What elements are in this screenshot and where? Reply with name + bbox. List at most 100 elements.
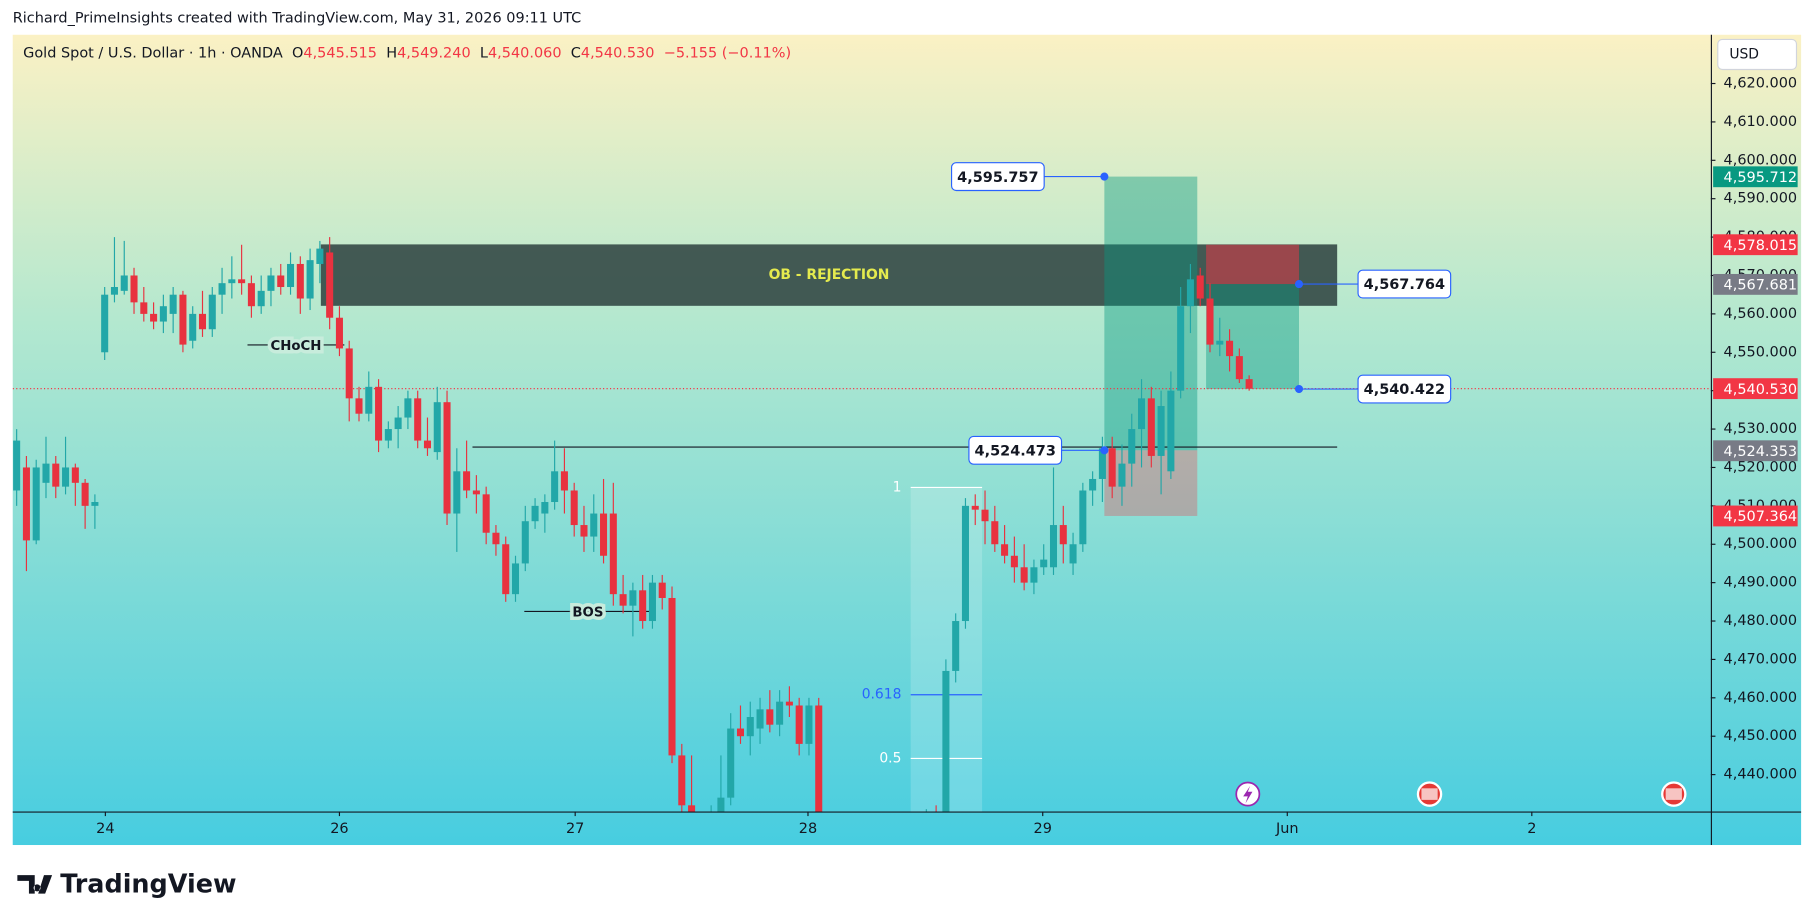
candle-body [658,582,666,598]
attribution: Richard_PrimeInsights created with Tradi… [13,11,581,27]
candle-body [110,287,118,295]
candle-body [609,513,617,595]
candle-body [1206,298,1214,345]
y-tick-label: 4,560.000 [1724,306,1798,322]
candle-body [443,402,451,514]
candle-body [1167,390,1175,472]
candle-body [1089,478,1097,491]
y-tick-label: 4,460.000 [1724,690,1798,706]
price-badge [1713,166,1798,188]
candle-body [1226,340,1234,357]
candle-body [521,521,529,564]
flag-stripes [1665,788,1682,800]
legend-text: H [386,45,397,61]
logo-text: TradingView [60,870,236,900]
candle-body [22,467,30,541]
candle-body [952,621,960,671]
y-tick-label: 4,450.000 [1724,728,1798,744]
candle-body [355,398,363,414]
currency-button[interactable] [1717,38,1798,71]
candle-body [570,490,578,526]
candle-body [492,532,500,545]
candle-body [1069,544,1077,564]
candle-body [590,513,598,537]
y-tick-label: 4,550.000 [1724,344,1798,360]
candle-body [1098,448,1106,479]
candle-body [942,670,950,812]
candle-body [179,294,187,345]
fib-ratio: 0.618 [862,687,902,703]
y-tick-label: 4,470.000 [1724,651,1798,667]
candle-body [277,275,285,288]
candle-body [1049,525,1058,568]
candle-body [42,463,50,483]
ob-zone-label: OB - REJECTION [769,267,890,283]
candle-body [267,275,275,291]
position-handle[interactable] [1294,280,1304,289]
candle-body [52,463,60,487]
price-badge-label: 4,567.681 [1724,278,1798,294]
candle-body [756,709,764,729]
candle-body [189,313,197,341]
candle-body [423,440,431,449]
x-tick-label: 2 [1527,821,1536,837]
x-tick-label: 24 [96,821,114,837]
position-label-box [1357,269,1452,299]
candle-body [639,590,647,622]
candle-body [961,505,969,622]
candle-body [1177,306,1185,391]
candle-body [766,709,774,725]
candle-body [971,505,979,510]
position-handle[interactable] [1294,384,1304,394]
currency: USD [1729,46,1759,62]
candle-body [316,248,324,264]
candle-body [71,467,79,483]
y-tick-label: 4,590.000 [1724,191,1798,207]
candle-body [1108,448,1116,487]
candle-body [560,471,568,491]
legend-text: 4,549.240 [397,45,471,61]
candle-body [551,471,559,503]
structure-label: CHoCH [270,339,321,354]
legend-text: −5.155 (−0.11%) [664,45,791,61]
fib-ratio: 1 [893,479,902,495]
y-tick-label: 4,480.000 [1724,613,1798,629]
structure-label: BOS [572,606,603,621]
position-label-box [968,435,1063,465]
candle-body [1147,398,1155,456]
candle-body [247,283,255,307]
price-badge [1713,505,1798,527]
candle-body [1128,429,1136,464]
short-target-area [1206,284,1300,390]
price-badge-label: 4,507.364 [1724,509,1798,525]
candle-body [785,701,793,706]
candle-body [384,429,392,441]
position-handle[interactable] [1100,172,1109,181]
candle-body [981,509,989,522]
event-icons [1235,781,1687,807]
y-tick-label: 4,520.000 [1724,459,1798,475]
position-handle[interactable] [1100,446,1109,455]
price-badge [1713,378,1798,400]
position-label: 4,567.764 [1364,277,1445,293]
candle-body [228,279,236,284]
y-tick-label: 4,600.000 [1724,152,1798,168]
candle-body [208,294,216,330]
legend-text: 4,540.060 [488,45,562,61]
candle-body [13,440,21,491]
fib-ratio: 0.5 [879,750,901,766]
x-tick-label: 27 [566,821,584,837]
plot-area: OB - REJECTION 1 0.618 0.5 CHoCH BOS [12,176,1711,812]
candle-body [668,597,676,756]
candle-body [717,797,725,812]
legend-text: O [292,45,303,61]
candle-body [296,263,304,299]
chart-background [12,34,1802,846]
candle-body [238,279,246,284]
candle-body [1216,340,1224,345]
candle-body [1030,567,1038,583]
short-stop-area [1206,244,1300,285]
candle-body [678,755,686,806]
candle-body [805,705,813,744]
x-tick-label: 28 [799,821,817,837]
